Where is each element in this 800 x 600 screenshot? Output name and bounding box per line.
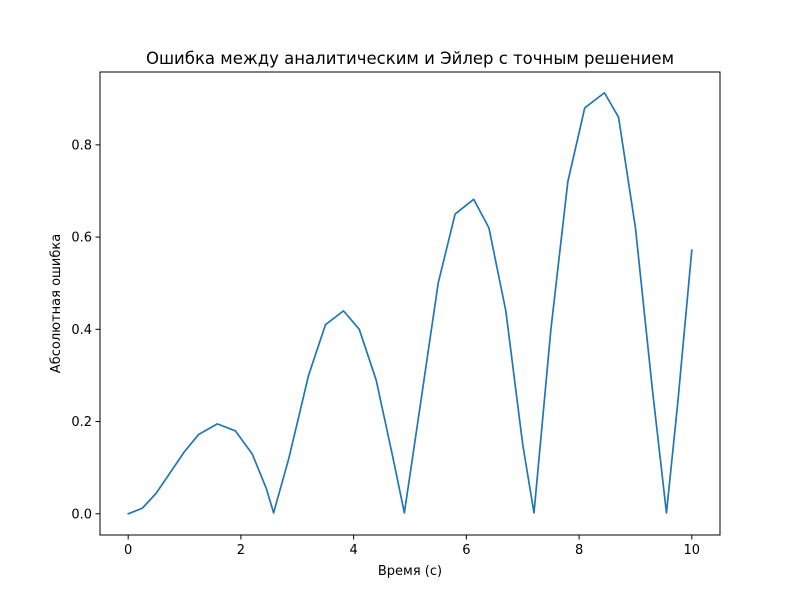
x-axis-label: Время (с): [378, 564, 442, 579]
x-tick-label: 6: [462, 543, 470, 558]
x-axis-ticks: 0 2 4 6 8 10: [124, 535, 700, 558]
x-tick-label: 0: [124, 543, 132, 558]
y-axis-label: Абсолютная ошибка: [49, 234, 64, 373]
x-tick-label: 2: [237, 543, 245, 558]
y-tick-label: 0.6: [71, 231, 92, 246]
y-tick-label: 0.2: [71, 415, 92, 430]
series-line: [127, 91, 693, 515]
plot-frame: [99, 71, 721, 536]
y-tick-label: 0.4: [71, 323, 92, 338]
x-tick-label: 8: [575, 543, 583, 558]
y-axis-ticks: 0.0 0.2 0.4 0.6 0.8: [71, 138, 100, 522]
x-tick-label: 4: [349, 543, 357, 558]
plot-area: [100, 72, 720, 535]
x-tick-label: 10: [684, 543, 701, 558]
y-tick-label: 0.8: [71, 138, 92, 153]
chart-title: Ошибка между аналитическим и Эйлер с точ…: [146, 49, 674, 68]
y-tick-label: 0.0: [71, 507, 92, 522]
series-layer: [127, 91, 693, 515]
